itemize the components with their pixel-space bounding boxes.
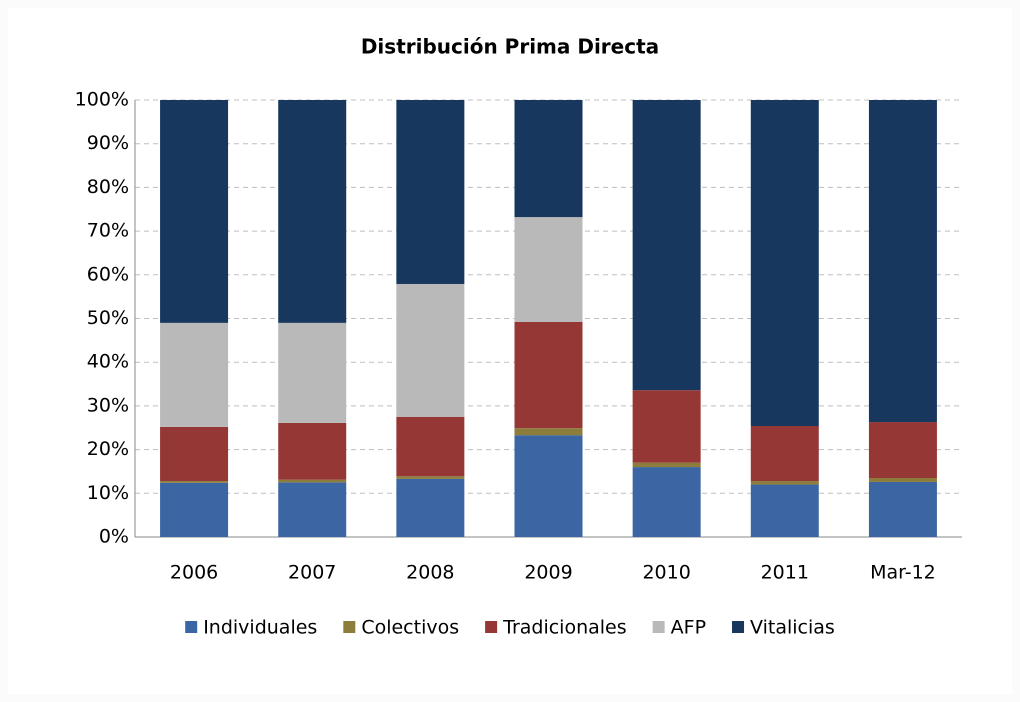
bar-segment	[632, 390, 701, 463]
x-tick-label: 2007	[288, 562, 336, 584]
bar-segment	[632, 467, 701, 537]
bar-segment	[514, 428, 583, 436]
bar-segment	[278, 482, 347, 537]
y-tick-label: 10%	[87, 482, 129, 504]
bar-segment	[750, 481, 819, 485]
bar-segment	[868, 422, 937, 479]
bar-segment	[278, 100, 347, 323]
bar-segment	[868, 478, 937, 482]
x-tick-label: 2006	[170, 562, 218, 584]
bar-segment	[750, 426, 819, 482]
bar-segment	[278, 422, 347, 480]
chart-title: Distribución Prima Directa	[361, 35, 659, 59]
legend-swatch	[185, 621, 198, 633]
bar-segment	[750, 484, 819, 537]
y-tick-label: 60%	[87, 263, 129, 285]
y-tick-label: 80%	[87, 176, 129, 198]
bar-segment	[514, 100, 583, 218]
x-tick-label: 2009	[524, 562, 572, 584]
y-tick-label: 100%	[75, 89, 129, 111]
bar-segment	[632, 100, 701, 391]
bar-segment	[278, 479, 347, 483]
bar-segment	[868, 481, 937, 537]
x-tick-label: 2011	[761, 562, 809, 584]
bar-segment	[632, 462, 701, 468]
legend-label: Tradicionales	[502, 617, 627, 639]
legend-label: AFP	[671, 617, 706, 639]
bar-segment	[278, 322, 347, 423]
bar-segment	[514, 435, 583, 537]
bar-segment	[396, 476, 465, 479]
y-tick-label: 20%	[87, 438, 129, 460]
legend-swatch	[485, 621, 498, 633]
bar-segment	[160, 100, 229, 323]
bar-segment	[396, 478, 465, 537]
y-tick-label: 70%	[87, 220, 129, 242]
legend-swatch	[343, 621, 356, 633]
y-tick-label: 30%	[87, 394, 129, 416]
chart-area	[8, 8, 1012, 694]
bar-segment	[160, 481, 229, 483]
bar-segment	[160, 426, 229, 482]
x-tick-label: 2010	[642, 562, 690, 584]
bar-segment	[868, 100, 937, 423]
x-tick-label: Mar-12	[870, 562, 936, 584]
y-tick-label: 50%	[87, 307, 129, 329]
legend-label: Vitalicias	[750, 617, 835, 639]
y-tick-label: 90%	[87, 132, 129, 154]
bar-segment	[750, 100, 819, 427]
y-tick-label: 40%	[87, 351, 129, 373]
bar-segment	[160, 322, 229, 427]
bar-segment	[514, 217, 583, 322]
bar-segment	[396, 100, 465, 284]
bar-segment	[160, 482, 229, 537]
bar-segment	[514, 321, 583, 429]
x-tick-label: 2008	[406, 562, 454, 584]
y-tick-label: 0%	[99, 526, 129, 548]
legend-label: Individuales	[203, 617, 317, 639]
bar-segment	[396, 283, 465, 417]
legend-swatch	[652, 621, 665, 633]
legend-label: Colectivos	[361, 617, 459, 639]
legend-swatch	[732, 621, 745, 633]
bar-segment	[396, 416, 465, 477]
